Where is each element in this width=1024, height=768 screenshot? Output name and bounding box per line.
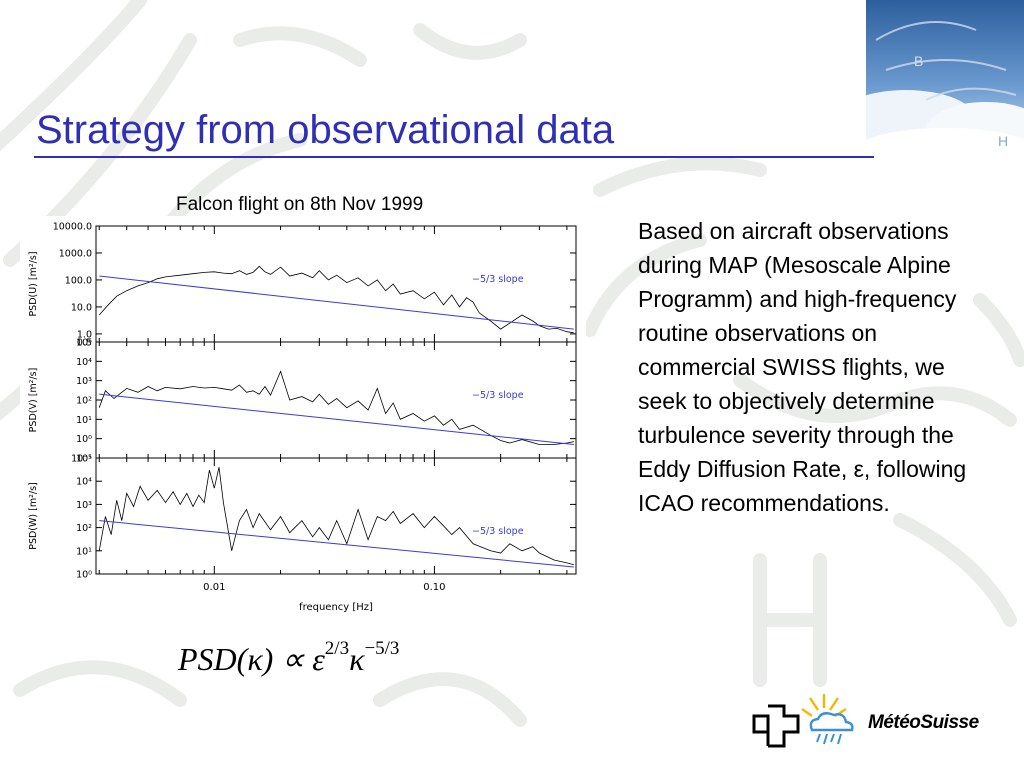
slide-title: Strategy from observational data [36,108,615,152]
psd-chart: 10000.0 1000.0 100.0 10.0 1.00.5 PSD(U) [m²/s… [20,216,586,618]
psd-trace-u [98,265,574,334]
meteosuisse-emblem-icon [752,694,854,748]
slope-line-label: −5/3 slope [472,274,524,285]
y-tick-label: 10⁴ [76,357,92,368]
y-tick-label: 0.5 [77,338,92,349]
logo-wordmark: MétéoSuisse [868,712,979,733]
y-tick-label: 10¹ [76,546,92,557]
y-tick-label: 10⁰ [76,434,92,445]
slope-line-u [99,275,574,330]
y-tick-label: 10⁻¹ [71,454,92,465]
psd-trace-v [98,370,574,445]
formula-kappa: κ [349,641,365,677]
psd-formula: PSD(κ) ∝ ε2/3κ−5/3 [178,638,400,678]
cloud-photo: B H [866,0,1024,158]
panel-frame-w [95,457,577,575]
y-tick-label: 10² [76,523,92,534]
y-tick-label: 1.0 [77,329,92,340]
x-axis-label: frequency [Hz] [299,602,373,613]
y-tick-label: 10⁵ [76,454,92,465]
slope-line-v [99,393,574,445]
y-tick-label: 10.0 [71,302,92,313]
y-axis-label: PSD(V) [m²/s] [28,368,39,433]
slope-line-w [99,520,574,568]
formula-lhs: PSD(κ) [178,641,274,677]
formula-epsilon: ε [312,641,325,677]
slope-line-label: −5/3 slope [472,390,524,401]
formula-kappa-exponent: −5/3 [364,638,400,660]
y-tick-label: 10² [76,396,92,407]
formula-proportional: ∝ [281,641,305,677]
psd-trace-w [98,467,574,566]
svg-text:H: H [998,133,1008,149]
formula-epsilon-exponent: 2/3 [324,638,350,660]
y-tick-label: 100.0 [65,275,92,286]
title-underline [34,156,874,158]
y-tick-label: 10⁵ [76,338,92,349]
x-tick-label: 0.01 [203,582,225,593]
y-tick-label: 10³ [76,376,92,387]
body-text: Based on aircraft observations during MA… [638,218,967,516]
x-tick-label: 0.10 [423,582,445,593]
y-tick-label: 10³ [76,500,92,511]
y-tick-label: 10⁰ [76,570,92,581]
y-tick-label: 10¹ [76,415,92,426]
y-axis-label: PSD(U) [m²/s] [28,251,39,316]
slope-line-label: −5/3 slope [472,526,524,537]
chart-caption: Falcon flight on 8th Nov 1999 [176,194,424,215]
meteosuisse-logo: MétéoSuisse [740,692,992,752]
svg-text:B: B [914,53,923,69]
y-tick-label: 10000.0 [53,222,92,233]
y-axis-label: PSD(W) [m²/s] [28,482,39,550]
y-tick-label: 1000.0 [59,248,92,259]
y-tick-label: 10⁴ [76,477,92,488]
